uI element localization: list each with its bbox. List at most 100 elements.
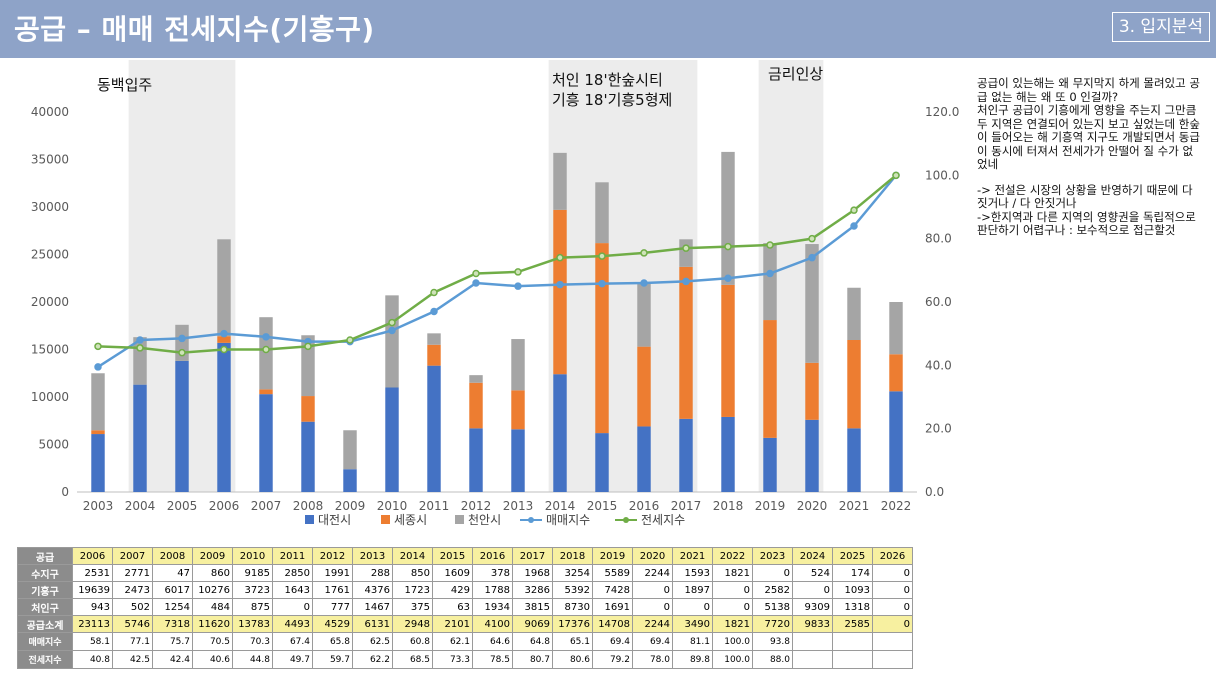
x-tick-label: 2017: [671, 499, 702, 513]
table-cell: 9833: [792, 615, 833, 633]
table-cell: 49.7: [272, 650, 313, 669]
point-전세지수-2020: [808, 234, 816, 243]
bar-세종시-2018: [721, 284, 735, 417]
point-매매지수-2013: [514, 282, 522, 290]
table-cell: 524: [792, 564, 833, 582]
point-매매지수-2014: [556, 280, 564, 289]
y-left-tick-label: 5000: [38, 438, 69, 452]
table-cell: 2582: [752, 581, 793, 599]
table-cell: 1609: [432, 564, 473, 582]
table-cell: 174: [832, 564, 873, 582]
table-cell: 14708: [592, 615, 633, 633]
table-cell: 8730: [552, 598, 593, 616]
table-cell: 3254: [552, 564, 593, 582]
point-전세지수-2005: [178, 348, 186, 357]
highlight-band-2: [548, 60, 698, 492]
table-cell: 59.7: [312, 650, 353, 669]
point-매매지수-2012: [472, 279, 480, 287]
bar-세종시-2014: [553, 209, 567, 375]
table-cell: 1761: [312, 581, 353, 599]
table-year-cell: 2024: [792, 547, 833, 565]
table-cell: 65.1: [552, 632, 593, 651]
table-cell: 11620: [192, 615, 233, 633]
table-cell: 2850: [272, 564, 313, 582]
point-매매지수-2006: [220, 329, 228, 338]
x-tick-label: 2007: [251, 499, 282, 513]
legend-marker-매매지수: [528, 517, 534, 523]
bar-세종시-2015: [595, 243, 609, 434]
point-매매지수-2017: [682, 277, 690, 286]
point-전세지수-2003: [94, 342, 102, 351]
table-row: 전세지수 40.8 42.5 42.4 40.6 44.8 49.7 59.7 62.2 68.5…: [17, 650, 913, 669]
table-cell: [832, 650, 873, 669]
table-cell: 67.4: [272, 632, 313, 651]
table-cell: 1934: [472, 598, 513, 616]
table-cell: 42.4: [152, 650, 193, 669]
bar-세종시-2020: [805, 362, 819, 420]
bar-천안시-2006: [217, 239, 231, 337]
table-year-cell: 2013: [352, 547, 393, 565]
point-매매지수-2005: [178, 334, 186, 343]
table-cell: 2948: [392, 615, 433, 633]
table-year-cell: 2012: [312, 547, 353, 565]
table-cell: 0: [872, 581, 913, 599]
bar-대전시-2017: [679, 418, 693, 492]
table-cell: 4493: [272, 615, 313, 633]
point-전세지수-2015: [598, 252, 606, 260]
table-cell: 9185: [232, 564, 273, 582]
x-tick-label: 2019: [755, 499, 786, 513]
y-left-tick-label: 40000: [31, 105, 69, 119]
bar-세종시-2016: [637, 346, 651, 427]
table-year-cell: 2017: [512, 547, 553, 565]
bar-천안시-2015: [595, 182, 609, 244]
table-cell: 100.0: [712, 650, 753, 669]
table-year-cell: 2023: [752, 547, 793, 565]
y-left-tick-label: 10000: [31, 390, 69, 404]
x-tick-label: 2014: [545, 499, 576, 513]
table-cell: 19639: [72, 581, 113, 599]
legend-swatch-세종시: [381, 515, 390, 524]
bar-천안시-2018: [721, 151, 735, 285]
annotation-hansup-line1: 처인 18'한숲시티: [552, 71, 663, 89]
bar-세종시-2007: [259, 389, 273, 395]
table-year-cell: 2006: [72, 547, 113, 565]
bar-대전시-2005: [175, 360, 189, 492]
table-cell: 10276: [192, 581, 233, 599]
x-tick-label: 2005: [167, 499, 198, 513]
table-cell: 378: [472, 564, 513, 582]
y-left-tick-label: 0: [61, 485, 69, 499]
point-전세지수-2019: [766, 241, 774, 249]
table-cell: 1788: [472, 581, 513, 599]
bar-천안시-2016: [637, 282, 651, 347]
table-year-cell: 2025: [832, 547, 873, 565]
table-cell: 2531: [72, 564, 113, 582]
bar-세종시-2011: [427, 344, 441, 366]
table-cell: 0: [872, 598, 913, 616]
table-cell: 64.8: [512, 632, 553, 651]
annotation-rate-hike: 금리인상: [768, 65, 823, 83]
point-매매지수-2004: [136, 336, 144, 344]
table-cell: 1723: [392, 581, 433, 599]
table-cell: 5589: [592, 564, 633, 582]
bar-대전시-2010: [385, 387, 399, 492]
table-cell: 64.6: [472, 632, 513, 651]
bar-세종시-2019: [763, 320, 777, 438]
table-cell: 9069: [512, 615, 553, 633]
table-cell: 80.6: [552, 650, 593, 669]
y-right-tick-label: 40.0: [925, 358, 952, 372]
bar-천안시-2019: [763, 243, 777, 321]
table-cell: 0: [712, 598, 753, 616]
legend-label: 매매지수: [546, 513, 590, 527]
legend-label: 전세지수: [641, 513, 685, 527]
table-header-row: 공급 2006 2007 2008 2009 2010 2011 2012 2013 2014 20…: [17, 547, 913, 565]
note-paragraph-2: -> 전설은 시장의 상황을 반영하기 때문에 다 짓거나 / 다 안짓거나 -…: [977, 182, 1196, 237]
header-bar: 공급 – 매매 전세지수(기흥구) 3. 입지분석: [0, 0, 1216, 58]
table-year-cell: 2014: [392, 547, 433, 565]
table-cell: 5746: [112, 615, 153, 633]
table-cell: 0: [872, 564, 913, 582]
table-cell: 0: [712, 581, 753, 599]
y-left-tick-label: 20000: [31, 295, 69, 309]
axes: 0 5000 10000 15000 20000 25000 30000 35000 40000…: [31, 105, 960, 499]
table-cell: [872, 650, 913, 669]
table-cell: 17376: [552, 615, 593, 633]
